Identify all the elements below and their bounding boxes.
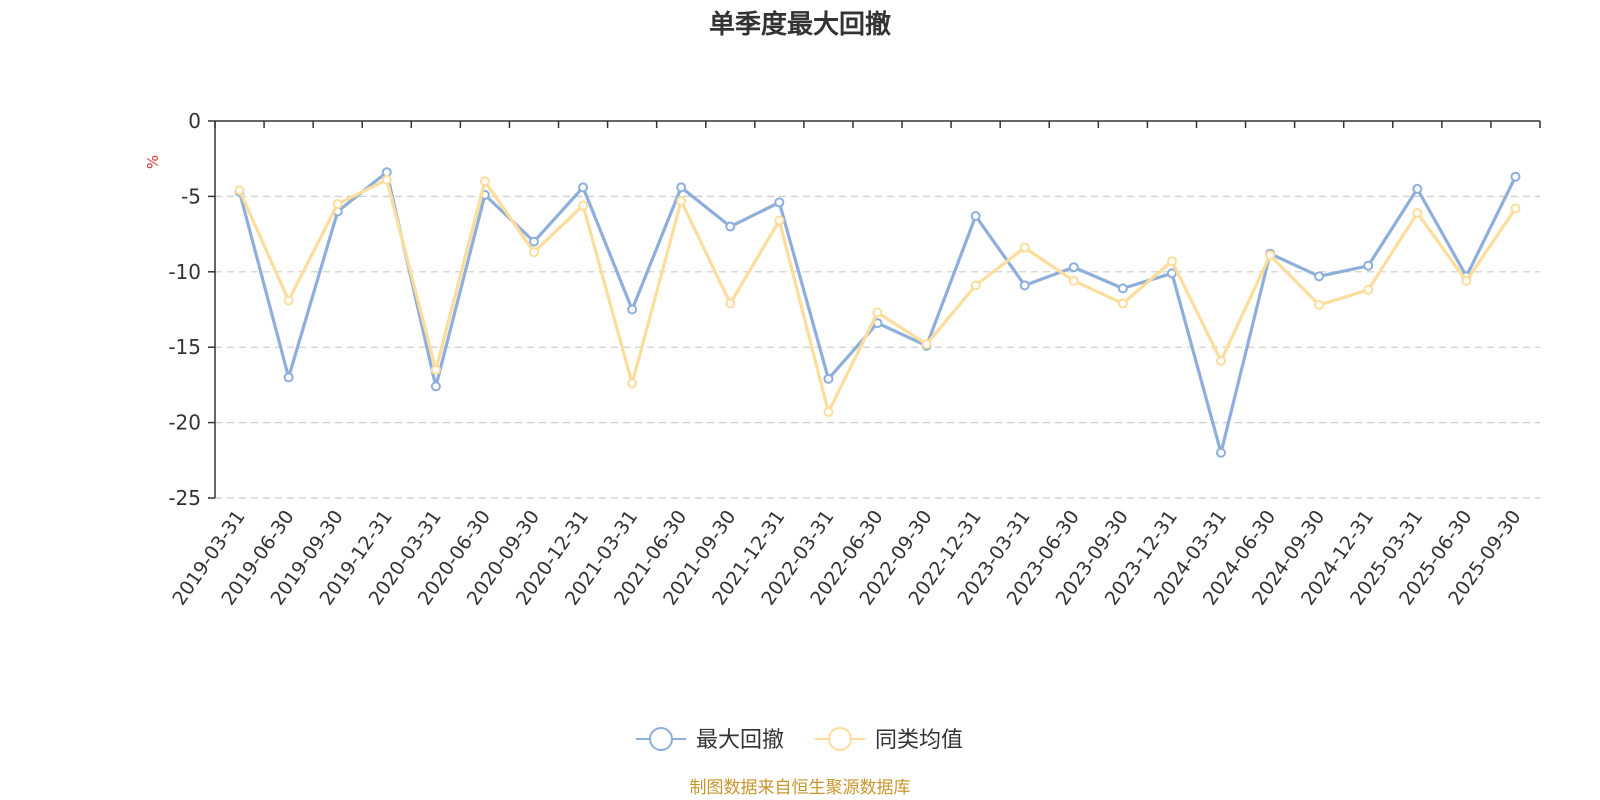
data-point [528,247,539,258]
data-point [1216,447,1227,458]
data-point [823,373,834,384]
y-axis-unit-label: % [144,155,162,169]
data-point [1265,250,1276,261]
data-point [774,197,785,208]
legend-label: 最大回撤 [696,728,784,753]
data-point [725,298,736,309]
y-tick-label: -5 [181,184,201,208]
y-tick-label: 0 [188,109,201,133]
y-axis-tick-labels: 0 -5 -10 -15 -20 -25 [168,109,201,510]
legend-item-max-drawdown[interactable]: 最大回撤 [636,727,784,753]
y-tick-label: -20 [168,411,201,435]
data-point [970,280,981,291]
data-point [1412,207,1423,218]
data-point [774,215,785,226]
data-point [1166,256,1177,267]
data-point [578,182,589,193]
data-point [676,182,687,193]
legend[interactable]: 最大回撤 同类均值 [636,727,963,753]
data-point [1068,275,1079,286]
y-tick-label: -15 [168,335,201,359]
axes [208,120,1541,499]
data-point [1363,260,1374,271]
data-point [627,378,638,389]
data-source-note: 制图数据来自恒生聚源数据库 [690,778,911,798]
data-point [283,372,294,383]
data-point [921,339,932,350]
data-point [430,364,441,375]
legend-marker-icon [828,727,852,751]
y-tick-label: -25 [168,486,201,510]
data-point [332,198,343,209]
data-point [725,221,736,232]
data-point [1461,275,1472,286]
data-point [1216,355,1227,366]
series-peer-average [234,174,1521,418]
data-point [676,195,687,206]
data-point [578,200,589,211]
data-point [823,407,834,418]
legend-marker-icon [649,727,673,751]
legend-item-peer-average[interactable]: 同类均值 [815,727,963,753]
x-axis-tick-labels: 2019-03-312019-06-302019-09-302019-12-31… [168,506,1525,609]
data-point [430,381,441,392]
legend-label: 同类均值 [875,728,963,753]
series-lines [234,167,1521,458]
data-point [1068,262,1079,273]
grid-lines [215,195,1540,499]
data-point [1412,183,1423,194]
chart-title: 单季度最大回撤 [709,9,891,40]
data-point [1019,242,1030,253]
data-point [1019,280,1030,291]
y-tick-label: -10 [168,260,201,284]
data-point [1314,299,1325,310]
data-point [234,185,245,196]
data-point [1363,284,1374,295]
data-point [1314,271,1325,282]
data-point [1510,203,1521,214]
data-point [479,176,490,187]
data-point [1166,268,1177,279]
data-point [1117,298,1128,309]
data-point [381,174,392,185]
data-point [970,211,981,222]
series-line [237,178,1518,414]
data-point [872,307,883,318]
data-point [1510,171,1521,182]
data-point [283,295,294,306]
data-point [627,304,638,315]
data-point [1117,283,1128,294]
data-point [528,236,539,247]
